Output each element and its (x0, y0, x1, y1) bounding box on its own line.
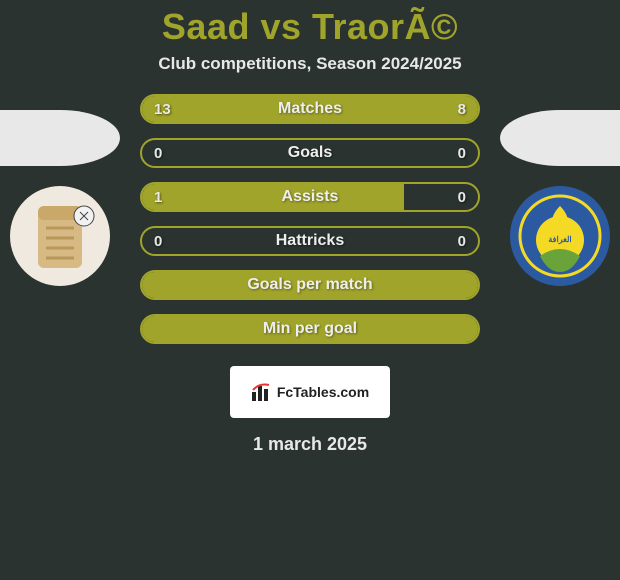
stat-label: Goals (142, 140, 478, 166)
stat-value-left: 0 (154, 140, 162, 166)
page-title: Saad vs TraorÃ© (0, 0, 620, 48)
stat-value-right: 8 (458, 96, 466, 122)
stat-label: Assists (142, 184, 478, 210)
stat-label: Min per goal (142, 316, 478, 342)
player-left-ellipse (0, 110, 120, 166)
stat-value-left: 13 (154, 96, 171, 122)
stat-bar-goals-per-match: Goals per match (140, 270, 480, 300)
stat-bar-hattricks: Hattricks0 0 (140, 226, 480, 256)
snapshot-date: 1 march 2025 (0, 434, 620, 455)
page-subtitle: Club competitions, Season 2024/2025 (0, 54, 620, 74)
stat-bar-assists: Assists1 0 (140, 182, 480, 212)
club-badge-right: الغرافة (510, 186, 610, 286)
stat-bar-goals: Goals0 0 (140, 138, 480, 168)
stat-value-right: 0 (458, 184, 466, 210)
stat-label: Goals per match (142, 272, 478, 298)
stat-value-left: 0 (154, 228, 162, 254)
player-right-ellipse (500, 110, 620, 166)
stat-label: Matches (142, 96, 478, 122)
stat-label: Hattricks (142, 228, 478, 254)
svg-text:الغرافة: الغرافة (548, 235, 571, 245)
stat-value-right: 0 (458, 228, 466, 254)
bars-icon (251, 382, 273, 402)
stat-bar-matches: Matches13 8 (140, 94, 480, 124)
brand-text: FcTables.com (277, 384, 369, 400)
stat-value-right: 0 (458, 140, 466, 166)
club-badge-left (10, 186, 110, 286)
stat-value-left: 1 (154, 184, 162, 210)
brand-logo[interactable]: FcTables.com (230, 366, 390, 418)
stat-bar-min-per-goal: Min per goal (140, 314, 480, 344)
